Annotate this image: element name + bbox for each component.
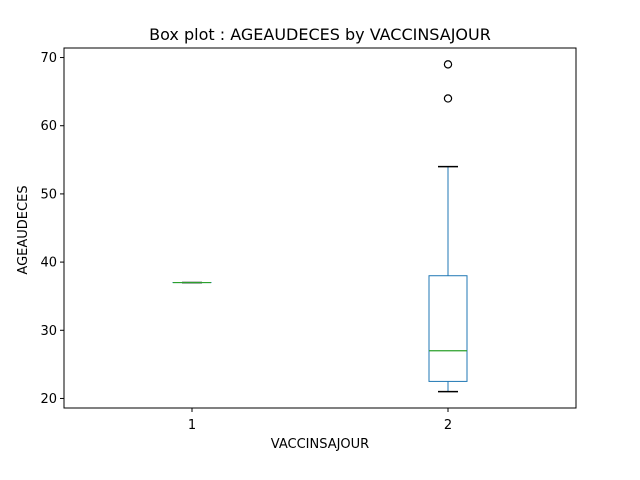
x-axis-label: VACCINSAJOUR xyxy=(271,437,369,452)
y-tick-label: 70 xyxy=(40,51,57,66)
y-tick-label: 40 xyxy=(40,256,57,271)
x-tick-label: 2 xyxy=(444,418,452,433)
plot-area xyxy=(172,60,468,393)
plot-frame xyxy=(63,47,577,409)
outlier-point xyxy=(443,94,453,103)
y-tick-label: 50 xyxy=(40,187,57,202)
y-axis: 20 30 40 50 60 70 xyxy=(40,51,64,407)
y-tick-label: 60 xyxy=(40,119,57,134)
y-axis-label: AGEAUDECES xyxy=(16,185,31,274)
outlier-point xyxy=(443,60,453,69)
box xyxy=(428,275,468,382)
chart-title: Box plot : AGEAUDECES by VACCINSAJOUR xyxy=(149,25,491,44)
x-tick-label: 1 xyxy=(188,418,196,433)
y-tick-label: 30 xyxy=(40,324,57,339)
y-tick-label: 20 xyxy=(40,392,57,407)
